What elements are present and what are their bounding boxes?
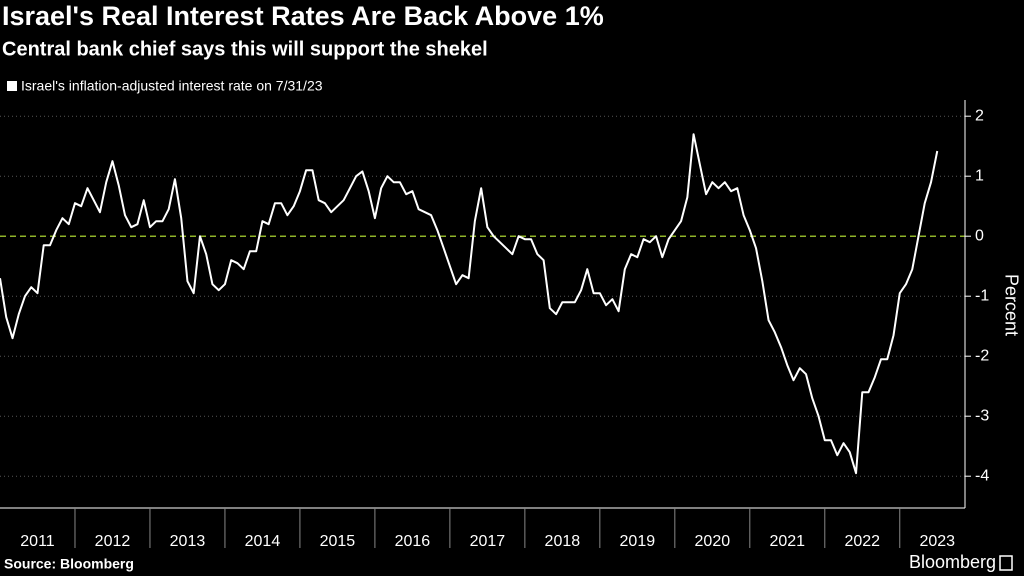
x-tick-label: 2013 [170, 533, 206, 550]
x-tick-label: 2019 [620, 533, 656, 550]
data-line [0, 133, 939, 475]
x-tick-label: 2014 [245, 533, 281, 550]
y-tick-label: -3 [975, 407, 989, 424]
legend-label: Israel's inflation-adjusted interest rat… [21, 78, 323, 94]
x-tick-label: 2011 [20, 533, 55, 550]
brand-icon [999, 555, 1013, 571]
x-tick-label: 2015 [320, 533, 356, 550]
x-tick-label: 2018 [545, 533, 581, 550]
chart-title: Israel's Real Interest Rates Are Back Ab… [2, 1, 604, 31]
x-tick-label: 2020 [695, 533, 731, 550]
x-tick-label: 2022 [844, 533, 880, 550]
brand: Bloomberg [909, 552, 996, 572]
chart-subtitle: Central bank chief says this will suppor… [2, 38, 488, 60]
y-tick-label: 0 [975, 227, 984, 244]
x-tick-label: 2023 [919, 533, 955, 550]
y-axis-label: Percent [1001, 274, 1021, 336]
x-tick-label: 2012 [95, 533, 131, 550]
y-tick-label: -4 [975, 467, 989, 484]
x-tick-label: 2016 [395, 533, 431, 550]
y-tick-label: 1 [975, 167, 984, 184]
y-tick-label: 2 [975, 107, 984, 124]
x-tick-label: 2021 [769, 533, 805, 550]
legend-swatch [7, 81, 17, 91]
y-tick-label: -1 [975, 287, 989, 304]
source: Source: Bloomberg [4, 556, 134, 572]
x-tick-label: 2017 [470, 533, 506, 550]
y-tick-label: -2 [975, 347, 989, 364]
